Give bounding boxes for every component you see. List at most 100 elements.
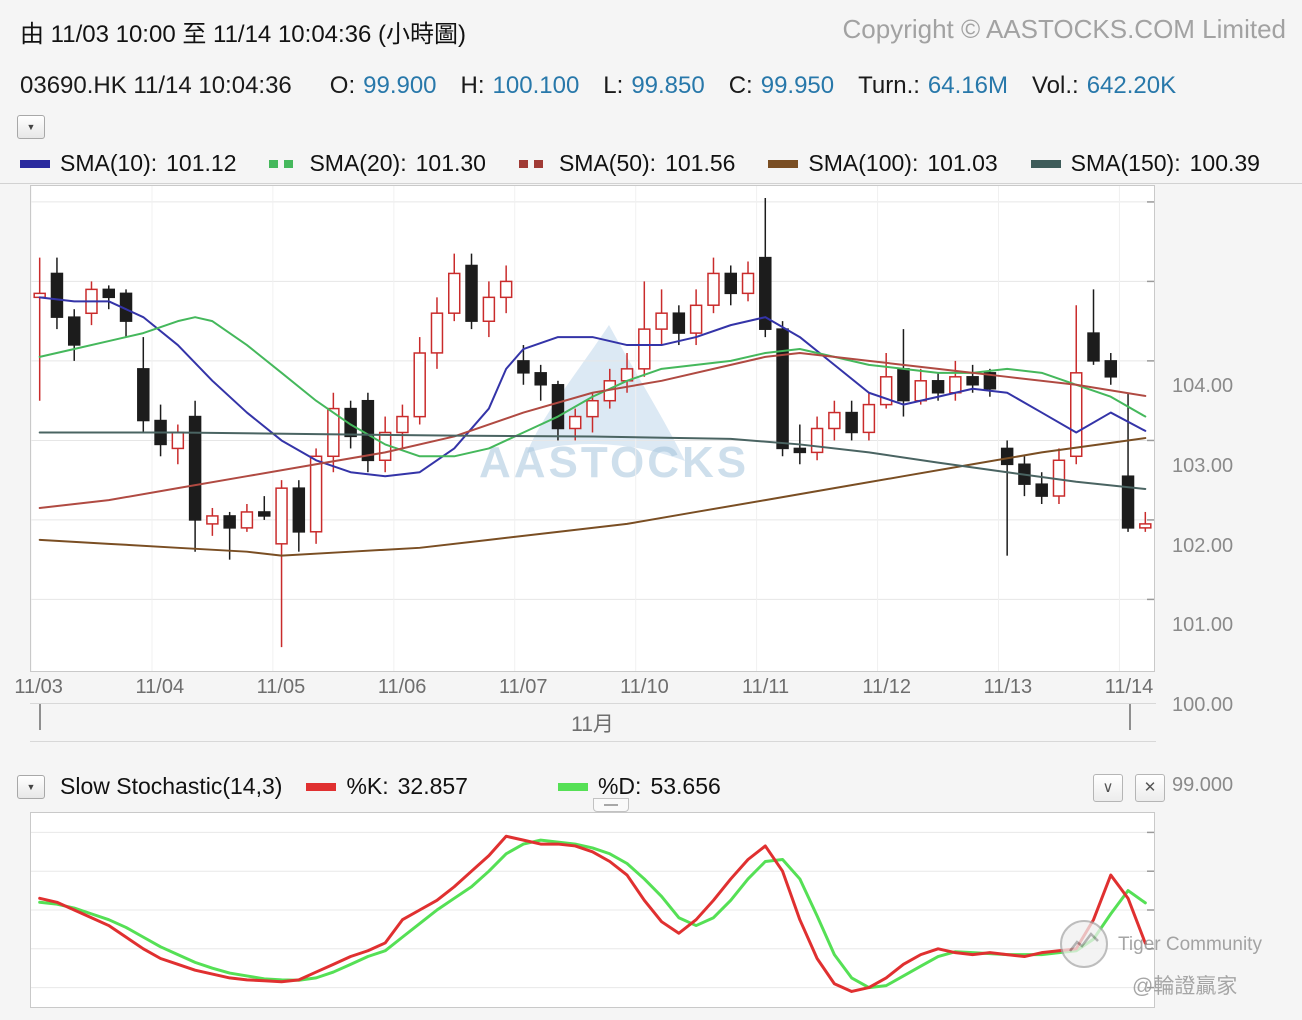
sma50-legend-item: SMA(50): 101.56 [518,150,736,177]
stoch-gridlines [31,831,1154,989]
month-tick-right [1129,704,1131,730]
aastocks-watermark-text: AASTOCKS [479,438,750,487]
main-ytick-label: 104.00 [1172,374,1234,397]
sma20-label: SMA(20): [309,150,407,176]
main-xtick-label: 11/06 [377,676,427,698]
copyright-text: Copyright © AASTOCKS.COM Limited [842,14,1287,44]
tiger-community-text: Tiger Community [1118,934,1262,955]
month-row-divider [30,741,1156,742]
x-axis-divider [30,703,1156,704]
SMA100-line [38,437,1147,557]
symbol-datetime: 03690.HK 11/14 10:04:36 [20,72,292,99]
stochastic-k-legend: %K: 32.857 [306,773,468,800]
low-label: L: [603,72,624,99]
sma-lines [38,296,1147,557]
month-tick-left [39,704,41,730]
stochastic-indicator-dropdown-button[interactable]: ▼ [17,775,45,799]
close-panel-button[interactable]: ✕ [1135,774,1165,802]
main-y-axis-labels: 104.00 103.00 102.00 101.00 100.00 99.000 [1172,185,1282,796]
SMA150-line [38,431,1147,490]
open-value: 99.900 [363,72,437,99]
volume-value: 642.20K [1086,72,1177,99]
legend-divider [0,183,1302,184]
top-bar: 由 11/03 10:00 至 11/14 10:04:36 (小時圖) Cop… [20,14,1286,49]
turnover-pair: Turn.: 64.16M [858,72,1008,99]
turnover-value: 64.16M [927,72,1008,99]
k-label: %K: [346,773,389,799]
d-value: 53.656 [650,773,721,799]
main-ytick-label: 102.00 [1172,534,1234,557]
open-pair: O: 99.900 [330,72,437,99]
main-xtick-label: 11/05 [256,676,306,698]
close-icon: ✕ [1143,779,1157,796]
sma20-legend-item: SMA(20): 101.30 [269,150,486,177]
SMA50-line [38,352,1147,509]
main-chart-svg[interactable] [31,186,1154,671]
main-ytick-label: 103.00 [1172,454,1234,477]
main-xtick-label: 11/13 [983,676,1033,698]
stochastic-header: Slow Stochastic(14,3) %K: 32.857 %D: 53.… [20,773,1280,800]
sma100-swatch-icon [768,159,799,168]
K-line [38,834,1147,993]
collapse-panel-button[interactable]: ∨ [1093,774,1123,802]
sma50-value: 101.56 [665,150,736,176]
main-xtick-label: 11/10 [620,676,669,698]
stochastic-d-legend: %D: 53.656 [557,773,721,800]
sma50-label: SMA(50): [558,150,657,176]
k-swatch-icon [306,782,337,791]
panel-resize-handle[interactable] [593,798,629,812]
high-label: H: [460,72,485,99]
main-xtick-label: 11/04 [135,676,185,698]
SMA20-line [38,316,1147,458]
volume-pair: Vol.: 642.20K [1032,72,1176,99]
main-candlestick-chart[interactable]: AASTOCKS [30,185,1155,672]
chevron-down-icon: ∨ [1102,779,1114,796]
high-value: 100.100 [492,72,580,99]
main-xtick-label: 11/14 [1104,676,1154,698]
sma100-label: SMA(100): [808,150,919,176]
main-indicator-dropdown-button[interactable]: ▼ [17,115,45,139]
sma150-label: SMA(150): [1070,150,1181,176]
close-pair: C: 99.950 [729,72,834,99]
turnover-label: Turn.: [858,72,920,99]
main-xtick-label: 11/07 [498,676,548,698]
sma100-value: 101.03 [927,150,998,176]
low-pair: L: 99.850 [603,72,704,99]
tiger-handle-text: @輪證贏家 [1132,975,1238,998]
sma150-swatch-icon [1030,159,1061,168]
low-value: 99.850 [631,72,705,99]
sma10-legend-item: SMA(10): 101.12 [20,150,237,177]
close-value: 99.950 [760,72,835,99]
d-swatch-icon [557,782,588,791]
sma150-legend-item: SMA(150): 100.39 [1030,150,1260,177]
sma-legend: SMA(10): 101.12 SMA(20): 101.30 SMA(50):… [20,150,1260,177]
dropdown-arrow-icon: ▼ [26,782,36,792]
main-ytick-label: 100.00 [1172,694,1234,717]
main-ytick-label: 101.00 [1172,614,1234,637]
main-xtick-label: 11/11 [742,676,790,698]
sma10-swatch-icon [20,159,50,168]
k-value: 32.857 [397,773,468,799]
sma10-label: SMA(10): [60,150,158,176]
d-label: %D: [597,773,642,799]
high-pair: H: 100.100 [461,72,580,99]
main-xtick-label: 11/03 [14,676,63,698]
quote-line: 03690.HK 11/14 10:04:36 O: 99.900 H: 100.100… [20,72,1176,100]
sma100-legend-item: SMA(100): 101.03 [768,150,998,177]
stochastic-chart-svg[interactable] [31,813,1154,1007]
stochastic-chart[interactable] [30,812,1155,1008]
sma50-swatch-icon [518,159,549,168]
sma20-value: 101.30 [415,150,486,176]
SMA10-line [38,296,1147,478]
sma150-value: 100.39 [1189,150,1260,176]
sma20-swatch-icon [269,159,300,168]
close-label: C: [728,72,753,99]
main-gridlines [31,186,1154,671]
tiger-community-logo-icon [1058,918,1110,975]
main-ytick-label: 99.000 [1172,774,1234,797]
date-range-label: 由 11/03 10:00 至 11/14 10:04:36 (小時圖) [20,21,467,48]
month-label: 11月 [571,713,614,736]
D-line [38,838,1147,990]
stochastic-title: Slow Stochastic(14,3) [60,773,283,799]
